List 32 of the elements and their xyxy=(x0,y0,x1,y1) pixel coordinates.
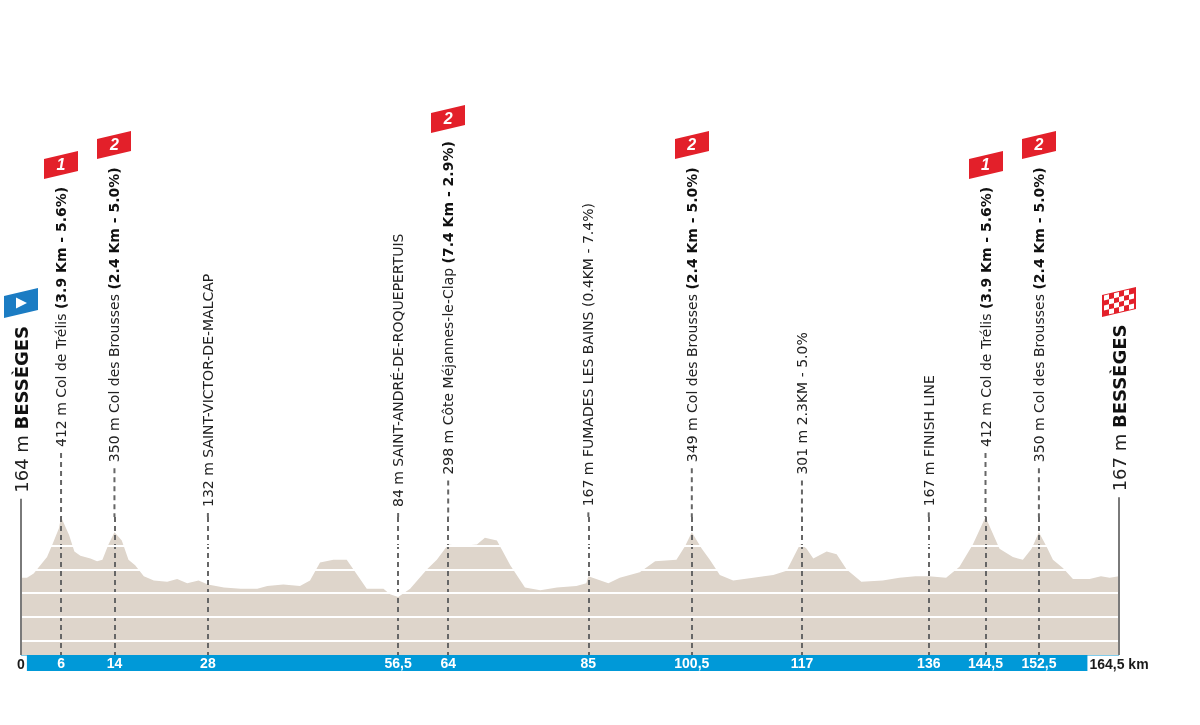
x-tick-label: 136 xyxy=(917,655,941,671)
x-tick-label: 0 xyxy=(17,655,26,672)
annotation: 350 m Col des Brousses (2.4 Km - 5.0%) xyxy=(106,167,123,463)
annotation: 412 m Col de Trélis (3.9 Km - 5.6%) xyxy=(53,186,70,447)
annotation: 167 m FINISH LINE xyxy=(920,375,937,507)
x-tick-label: 56,5 xyxy=(384,655,412,671)
x-tick-label: 6 xyxy=(57,655,66,671)
text: 2 xyxy=(1034,136,1044,154)
annotation: 298 m Côte Méjannes-le-Clap (7.4 Km - 2.9%) xyxy=(440,141,457,475)
annotation: 132 m SAINT-VICTOR-DE-MALCAP xyxy=(199,273,216,507)
x-tick-label: 14 xyxy=(106,655,123,671)
x-tick-label: 117 xyxy=(790,655,814,671)
text: 2 xyxy=(443,110,453,128)
text: 2 xyxy=(687,136,697,154)
x-tick-label: 28 xyxy=(200,655,216,671)
x-tick-label: 152,5 xyxy=(1021,655,1057,671)
x-tick-label: 144,5 xyxy=(967,655,1004,671)
annotation: 349 m Col des Brousses (2.4 Km - 5.0%) xyxy=(683,167,700,463)
text: 2 xyxy=(109,136,119,154)
x-tick-label: 64 xyxy=(440,655,457,671)
x-tick-label: 85 xyxy=(580,655,597,671)
annotation: 412 m Col de Trélis (3.9 Km - 5.6%) xyxy=(977,186,994,447)
text: 1 xyxy=(56,155,66,173)
annotation: 301 m 2.3KM - 5.0% xyxy=(793,332,810,475)
annotation: 167 m FUMADES LES BAINS (0.4KM - 7.4%) xyxy=(580,203,597,507)
text: 1 xyxy=(981,155,990,173)
annotation: 350 m Col des Brousses (2.4 Km - 5.0%) xyxy=(1030,167,1047,463)
ref-line-label: 167 m BESSÈGES xyxy=(1108,324,1130,492)
ref-line-label: 164 m BESSÈGES xyxy=(10,325,32,493)
x-tick-label: 100,5 xyxy=(674,655,710,671)
x-tick-label: 164,5 km xyxy=(1089,655,1149,672)
annotation: 84 m SAINT-ANDRÉ-DE-ROQUEPERTUIS xyxy=(390,233,407,507)
